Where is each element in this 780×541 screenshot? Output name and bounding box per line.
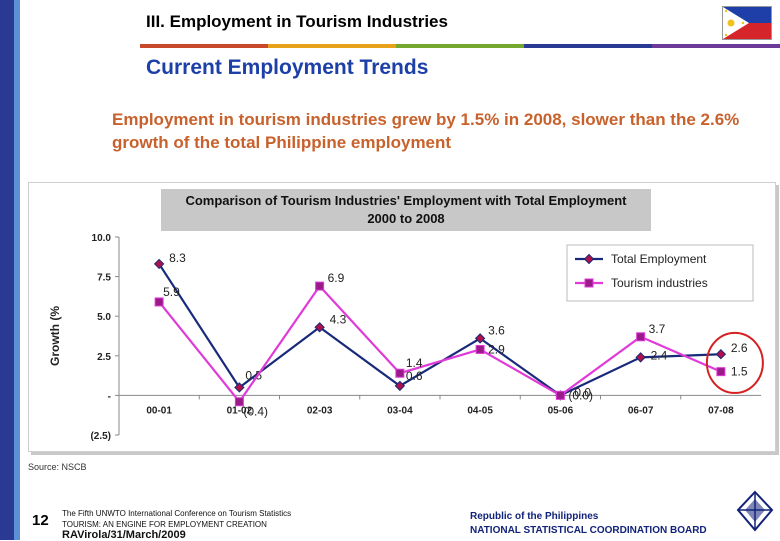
data-label: 0.6 [406,369,423,383]
source-note: Source: NSCB [28,462,87,472]
legend-box [566,244,754,302]
data-point [635,352,646,363]
nscb-logo-icon [736,490,774,532]
data-label: 1.5 [731,365,748,379]
y-axis-label: Growth (% [48,306,62,366]
series-line [158,284,722,404]
data-point [395,368,405,378]
chart-title-banner [161,189,651,231]
y-tick-label: 2.5 [97,352,111,363]
stripe-segment [396,44,524,48]
data-label: 2.6 [731,341,748,355]
philippine-flag-icon [722,6,772,40]
data-point [234,382,245,393]
data-point [394,380,406,392]
x-tick-label: 03-04 [387,405,413,416]
x-tick-label: 04-05 [467,405,493,416]
data-label: 6.9 [328,271,345,285]
left-accent-bar-light [14,0,20,540]
conference-info: The Fifth UNWTO International Conference… [62,508,291,541]
data-point [154,297,164,307]
conference-line: The Fifth UNWTO International Conference… [62,509,292,518]
page-number: 12 [32,512,49,529]
x-tick-label: 06-07 [628,405,654,416]
data-point [636,332,646,342]
data-point [234,397,244,407]
data-label: 1.4 [406,356,423,370]
data-label: 2.9 [488,342,505,356]
line-chart: Comparison of Tourism Industries' Employ… [48,189,764,442]
data-label: 0.0 [574,385,591,399]
page-subtitle: Current Employment Trends [146,56,429,79]
data-point [716,367,726,377]
chart-subtitle: 2000 to 2008 [367,211,444,226]
data-label: 5.9 [163,285,180,299]
org-line: NATIONAL STATISTICAL COORDINATION BOARD [470,525,707,536]
legend-label: Tourism industries [611,276,708,290]
data-label: 4.3 [330,312,347,326]
intro-text: Employment in tourism industries grew by… [112,110,740,152]
x-tick-label: 00-01 [146,405,172,416]
data-point [314,322,325,333]
y-tick-label: 5.0 [97,312,111,323]
org-line: Republic of the Philippines [470,511,599,522]
legend-marker [584,278,594,288]
data-point [715,349,727,360]
data-label: (0.4) [243,405,268,419]
organization-name: Republic of the Philippines NATIONAL STA… [470,510,707,538]
left-accent-bar [0,0,14,540]
stripe-segment [524,44,652,48]
data-point [315,281,325,291]
chart-container: Comparison of Tourism Industries' Employ… [28,182,776,452]
data-label: 3.6 [488,323,505,337]
stripe-segment [268,44,396,48]
y-tick-label: 10.0 [92,233,112,244]
highlight-circle [705,331,764,394]
data-label: 0.5 [245,368,262,382]
data-point [555,390,565,400]
conference-line: RAVirola/31/March/2009 [62,529,186,541]
chart-title: Comparison of Tourism Industries' Employ… [185,193,627,208]
y-tick-label: - [108,391,111,402]
stripe-segment [652,44,780,48]
data-point [475,344,485,354]
data-label: (0.0) [568,388,593,402]
section-title: III. Employment in Tourism Industries [146,12,448,31]
data-label: 8.3 [169,251,186,265]
legend-label: Total Employment [611,252,707,266]
legend-marker [583,253,595,265]
data-label: 3.7 [649,322,666,336]
header-stripe [140,44,780,48]
y-tick-label: 7.5 [97,273,111,284]
data-point [474,333,486,344]
y-tick-label: (2.5) [90,431,111,442]
x-tick-label: 02-03 [307,405,333,416]
data-point [153,258,165,270]
conference-line: TOURISM: AN ENGINE FOR EMPLOYMENT CREATI… [62,520,267,529]
data-label: 2.4 [651,348,668,362]
x-tick-label: 07-08 [708,405,734,416]
x-tick-label: 05-06 [548,405,574,416]
x-tick-label: 01-02 [227,405,253,416]
stripe-segment [140,44,268,48]
